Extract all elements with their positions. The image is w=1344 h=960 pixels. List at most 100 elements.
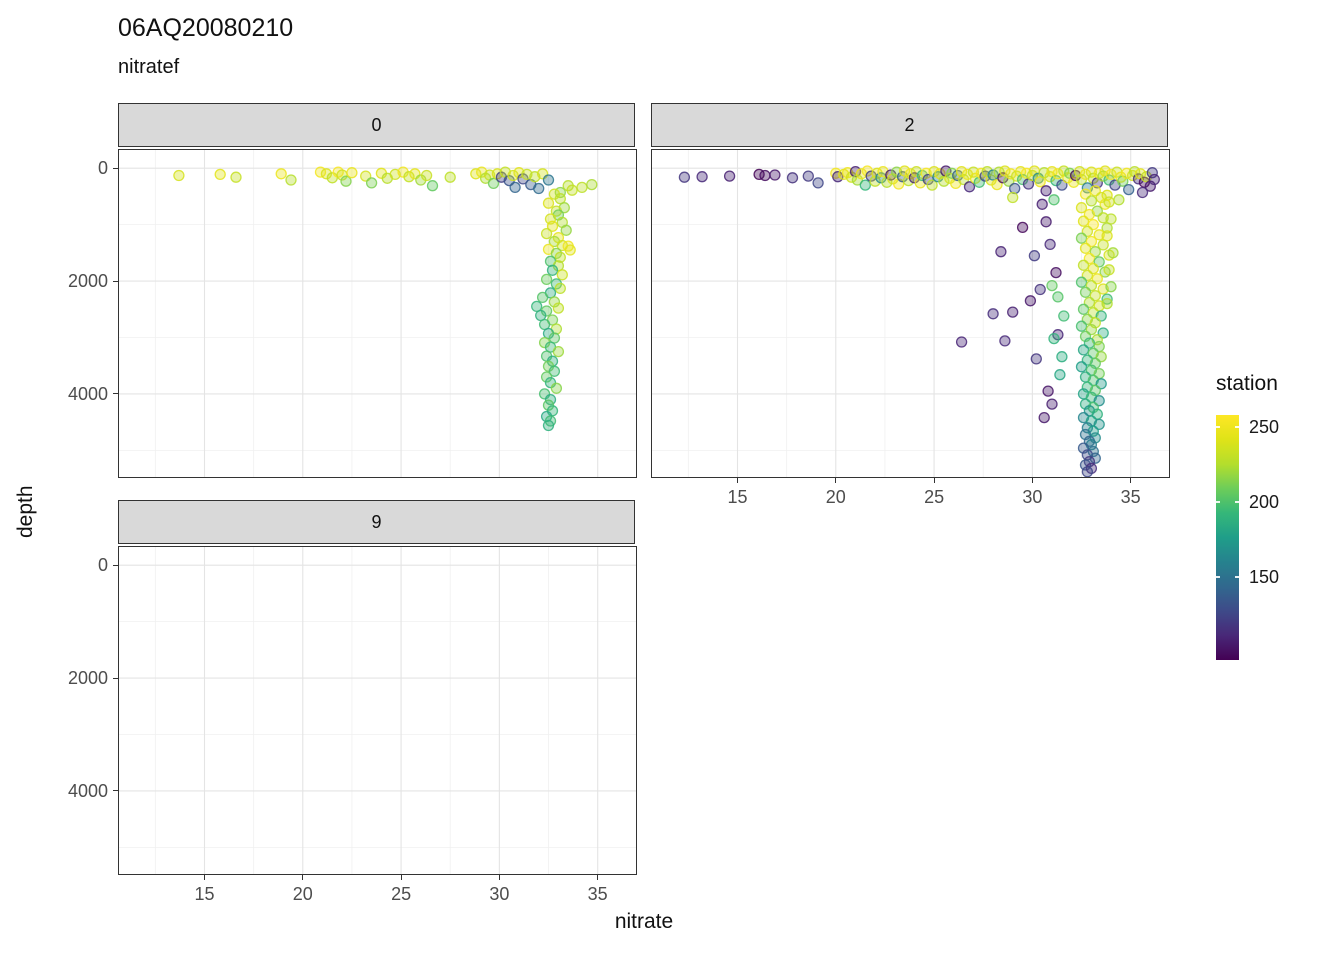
x-tick-mark xyxy=(1031,478,1033,483)
x-tick-label: 20 xyxy=(825,487,846,507)
x-tick-mark xyxy=(400,875,402,880)
data-point xyxy=(403,171,415,183)
x-tick-label: 20 xyxy=(292,884,313,904)
data-point xyxy=(999,165,1011,177)
data-point xyxy=(1075,202,1088,214)
data-point xyxy=(926,179,938,191)
legend-tick-mark xyxy=(1216,426,1220,429)
data-point xyxy=(802,170,814,182)
x-tick-label: 35 xyxy=(1120,487,1141,507)
data-point xyxy=(566,184,578,196)
legend-tick-mark xyxy=(1216,576,1220,579)
data-point xyxy=(1079,242,1092,254)
data-point xyxy=(533,182,545,195)
x-tick-mark xyxy=(835,478,837,483)
x-tick-label: 30 xyxy=(1022,487,1043,507)
data-point xyxy=(1146,167,1158,179)
data-point xyxy=(1077,259,1090,271)
data-point xyxy=(1048,332,1060,345)
data-point xyxy=(487,177,500,190)
data-point xyxy=(564,244,576,256)
x-tick-label: 35 xyxy=(587,884,608,904)
x-tick-mark xyxy=(498,875,500,880)
legend-tick-mark xyxy=(1235,426,1239,429)
data-point xyxy=(1081,422,1094,434)
x-tick-mark xyxy=(597,875,599,880)
data-point xyxy=(1103,264,1115,276)
y-tick-label: 4000 xyxy=(67,780,108,801)
x-tick-label: 15 xyxy=(727,487,748,507)
data-point xyxy=(1087,445,1099,458)
data-point xyxy=(1034,283,1046,296)
data-point xyxy=(696,171,708,183)
data-point xyxy=(955,336,968,348)
data-point xyxy=(999,335,1011,347)
y-tick-mark xyxy=(113,790,118,792)
data-point xyxy=(1058,310,1070,322)
data-point xyxy=(1077,303,1090,315)
legend-tick-mark xyxy=(1235,576,1239,579)
data-point xyxy=(554,251,566,263)
data-point xyxy=(849,165,862,178)
data-point xyxy=(1123,183,1135,196)
data-point xyxy=(678,171,691,183)
y-tick-mark xyxy=(113,280,118,282)
data-point xyxy=(1056,179,1068,191)
data-point xyxy=(1007,191,1019,204)
data-point xyxy=(556,269,568,281)
data-point xyxy=(542,174,555,186)
data-point xyxy=(540,273,553,286)
data-point xyxy=(1085,195,1098,207)
legend-tick-label: 150 xyxy=(1249,567,1280,588)
data-point xyxy=(1042,385,1054,397)
data-point xyxy=(1105,281,1117,293)
legend-tick-label: 200 xyxy=(1249,492,1280,513)
data-point xyxy=(1054,369,1066,381)
data-point xyxy=(1099,165,1111,177)
x-tick-label: 15 xyxy=(194,884,215,904)
data-point xyxy=(812,177,824,189)
data-point xyxy=(786,172,799,184)
data-point xyxy=(995,246,1007,258)
data-point xyxy=(548,365,561,377)
data-point xyxy=(1038,411,1050,424)
data-point xyxy=(546,264,559,276)
data-point xyxy=(1040,216,1052,228)
data-point xyxy=(546,220,559,232)
data-point xyxy=(507,169,519,182)
data-point xyxy=(1040,185,1052,197)
data-point xyxy=(275,168,287,180)
data-point xyxy=(759,169,771,182)
y-tick-label: 2000 xyxy=(67,271,108,292)
data-point xyxy=(340,175,352,187)
legend-tick-mark xyxy=(1216,501,1220,504)
facet-panel-2 xyxy=(651,149,1170,478)
y-axis-title: depth xyxy=(14,485,37,539)
data-point xyxy=(1077,344,1090,356)
x-axis-title: nitrate xyxy=(614,910,674,933)
data-point xyxy=(1081,466,1094,478)
panel-border xyxy=(118,149,637,478)
panel-border xyxy=(651,149,1170,478)
data-point xyxy=(723,170,736,182)
x-tick-mark xyxy=(933,478,935,483)
data-point xyxy=(554,282,566,295)
data-point xyxy=(542,399,555,411)
data-point xyxy=(1101,297,1113,310)
facet-strip: 9 xyxy=(118,500,635,544)
data-point xyxy=(1036,198,1048,210)
legend-tick-label: 250 xyxy=(1249,417,1280,438)
plot-subtitle: nitratef xyxy=(118,56,180,78)
data-point xyxy=(859,179,871,191)
legend-colorbar xyxy=(1216,415,1239,660)
data-point xyxy=(832,171,844,183)
data-point xyxy=(531,300,543,313)
data-point xyxy=(509,181,521,194)
data-point xyxy=(1034,176,1046,188)
data-point xyxy=(1075,232,1088,244)
data-point xyxy=(898,165,911,177)
data-point xyxy=(1105,213,1117,225)
data-point xyxy=(214,168,226,181)
data-point xyxy=(1079,459,1092,471)
data-point xyxy=(540,371,553,383)
